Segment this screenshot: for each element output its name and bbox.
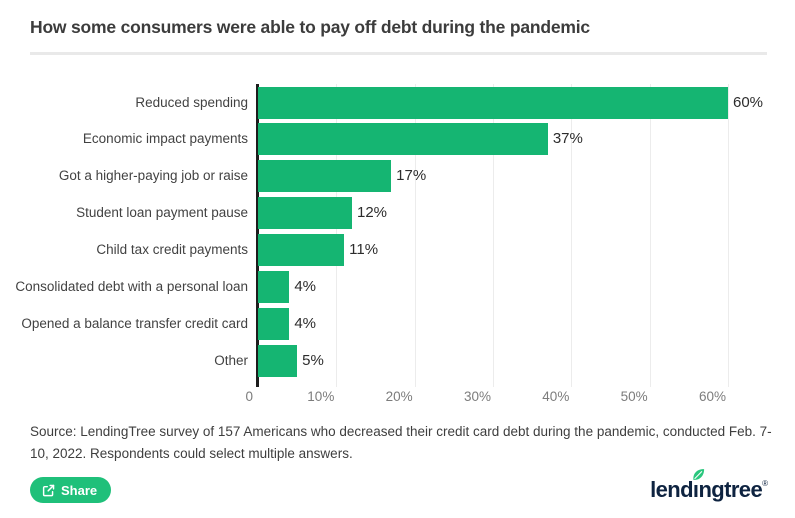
value-label: 37% (552, 130, 583, 148)
value-label: 12% (357, 204, 388, 222)
bar (258, 160, 392, 193)
bar (258, 86, 728, 119)
x-tick-label: 40% (542, 389, 570, 404)
bar (258, 307, 290, 340)
category-label: Consolidated debt with a personal loan (15, 279, 248, 294)
bar (258, 197, 352, 230)
category-label: Student loan payment pause (76, 205, 248, 221)
logo-dot-cover (694, 478, 703, 484)
gridline (493, 84, 494, 387)
leaf-icon (691, 467, 706, 482)
gridline (414, 84, 416, 387)
share-button-label: Share (61, 482, 98, 498)
category-label: Opened a balance transfer credit card (21, 315, 248, 331)
logo-wordmark: lendingtree (650, 477, 763, 502)
value-label: 4% (294, 278, 317, 295)
category-label: Child tax credit payments (96, 242, 248, 258)
x-tick-label: 50% (620, 389, 648, 404)
category-label: Got a higher-paying job or raise (58, 168, 248, 184)
bar (258, 123, 548, 156)
value-label: 60% (733, 93, 764, 111)
x-tick-label: 0 (245, 389, 253, 404)
title-divider (30, 52, 767, 55)
y-axis-line (256, 84, 259, 387)
value-label: 17% (396, 167, 427, 185)
value-label: 5% (302, 351, 324, 369)
chart-title: How some consumers were able to pay off … (30, 17, 590, 37)
gridline (649, 84, 651, 387)
registered-mark: ® (762, 479, 768, 488)
bar (258, 234, 345, 267)
gridline (728, 84, 729, 387)
bar (258, 344, 298, 377)
x-tick-label: 60% (698, 389, 726, 404)
share-button[interactable]: Share (30, 477, 112, 503)
value-label: 4% (294, 314, 317, 332)
x-tick-label: 10% (307, 389, 335, 404)
category-label: Other (214, 352, 248, 368)
value-label: 11% (349, 241, 379, 259)
category-label: Reduced spending (135, 94, 248, 110)
share-icon (42, 484, 55, 497)
category-label: Economic impact payments (82, 131, 248, 147)
bar (258, 271, 290, 303)
lendingtree-logo: lendingtree® (650, 469, 768, 503)
gridline (571, 84, 573, 387)
bar-chart: Reduced spending 60% Economic impact payme… (0, 84, 795, 406)
source-note: Source: LendingTree survey of 157 Americ… (30, 424, 772, 461)
x-tick-label: 30% (463, 389, 491, 404)
x-tick-label: 20% (385, 389, 413, 404)
